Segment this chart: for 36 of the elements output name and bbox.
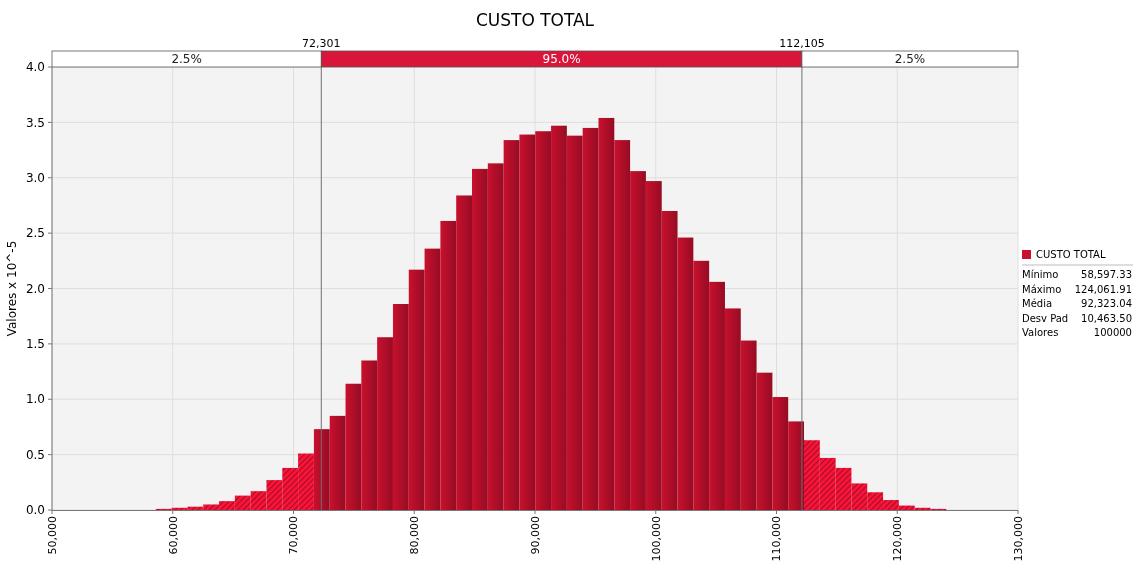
y-tick-label: 0.0 — [25, 503, 45, 518]
y-tick-label: 4.0 — [25, 60, 45, 75]
text: Máximo — [1022, 283, 1062, 295]
x-tick-label: 90,000 — [528, 516, 542, 555]
text: 58,597.33 — [1081, 269, 1132, 280]
x-tick-label: 100,000 — [649, 516, 663, 562]
x-tick-label: 70,000 — [287, 516, 301, 555]
text: 124,061.91 — [1074, 283, 1132, 295]
y-tick-label: 3.0 — [25, 170, 45, 185]
ref-line-label: 72,301 — [302, 37, 341, 50]
y-tick-label: 1.0 — [25, 392, 45, 407]
x-tick-label: 130,000 — [1011, 516, 1025, 562]
text: Desv Pad — [1022, 312, 1069, 324]
y-axis-title: Valores x 10^-5 — [5, 240, 19, 337]
legend-label: CUSTO TOTAL — [1036, 249, 1106, 260]
ref-line-label: 112,105 — [779, 37, 825, 50]
text: Média — [1022, 298, 1053, 309]
text: 2.5% — [894, 52, 926, 66]
text: 100000 — [1093, 327, 1132, 338]
y-tick-label: 2.5 — [25, 226, 45, 241]
x-tick-label: 120,000 — [891, 516, 905, 562]
text: 92,323.04 — [1081, 298, 1132, 309]
x-tick-label: 110,000 — [770, 516, 784, 562]
y-tick-label: 1.5 — [25, 337, 45, 352]
text: Valores — [1022, 327, 1059, 338]
y-tick-label: 2.0 — [25, 281, 45, 296]
chart-title: CUSTO TOTAL — [475, 10, 595, 30]
y-tick-label: 3.5 — [25, 115, 45, 130]
text: Mínimo — [1022, 269, 1059, 280]
x-tick-label: 80,000 — [408, 516, 422, 555]
text: 2.5% — [171, 52, 202, 66]
y-tick-label: 0.5 — [25, 447, 45, 462]
x-tick-label: 60,000 — [166, 516, 180, 555]
x-tick-label: 50,000 — [45, 516, 59, 555]
text: 95.0% — [542, 52, 581, 66]
text: 10,463.50 — [1081, 312, 1132, 324]
